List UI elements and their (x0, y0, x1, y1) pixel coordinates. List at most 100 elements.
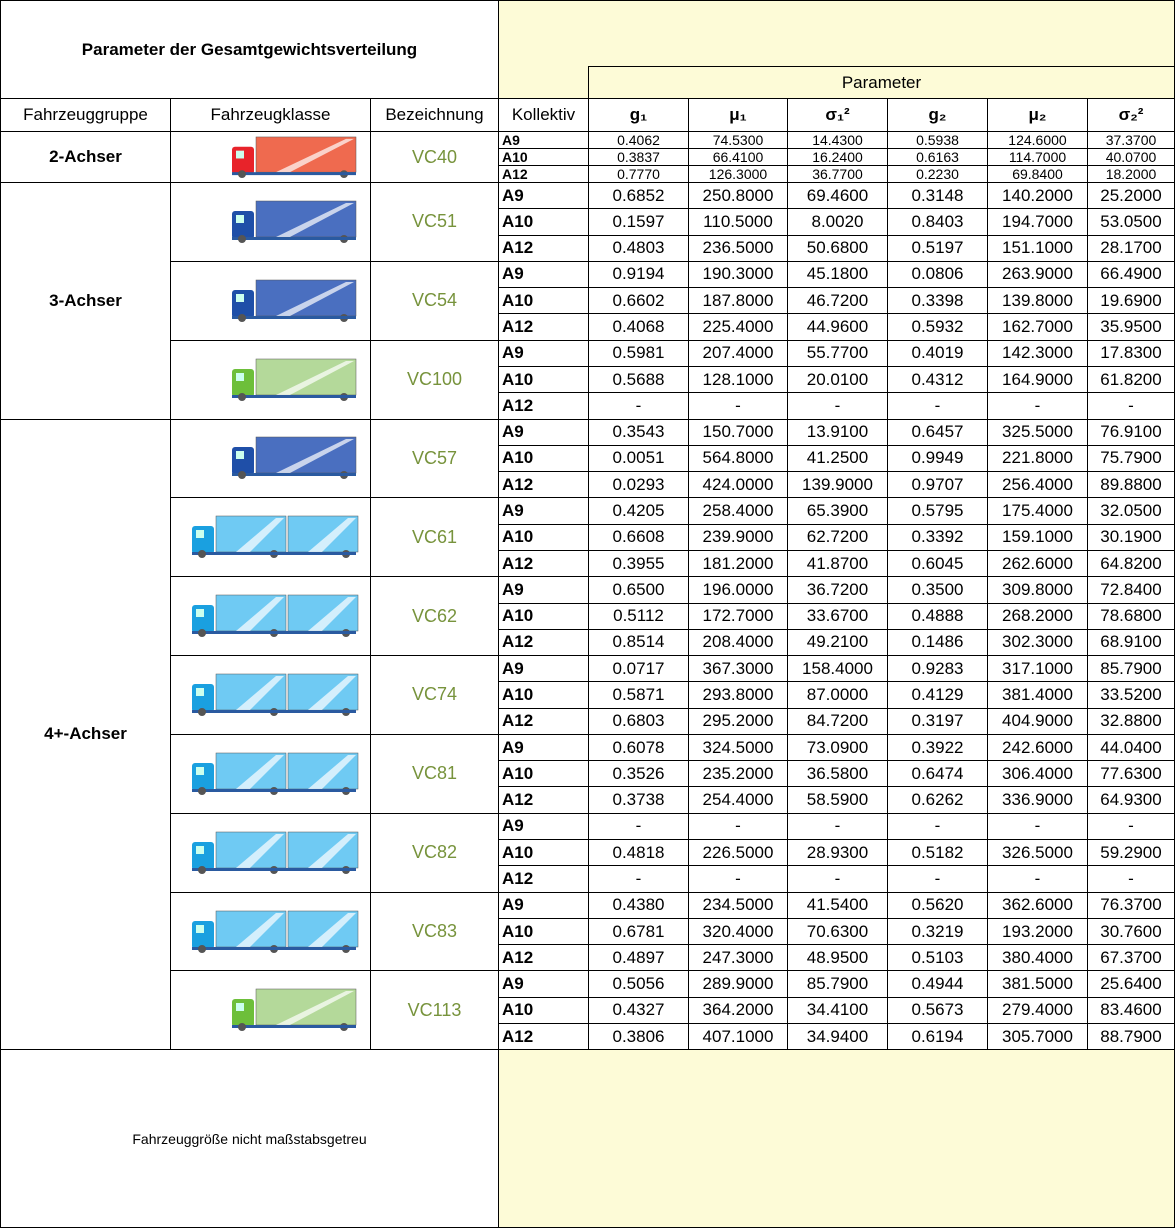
value: 0.5871 (588, 681, 689, 709)
value: - (588, 865, 689, 893)
truck-icon (192, 831, 359, 874)
column-header: Bezeichnung (370, 98, 499, 132)
kollektiv: A9 (498, 891, 589, 919)
kollektiv: A10 (498, 602, 589, 630)
kollektiv: A10 (498, 839, 589, 867)
kollektiv: A12 (498, 549, 589, 578)
kollektiv: A10 (498, 287, 589, 315)
value: 0.0051 (588, 444, 689, 473)
value: 41.5400 (787, 891, 888, 919)
designation: VC54 (370, 260, 499, 341)
vehicle-class-icon (170, 339, 371, 420)
vehicle-class-icon (170, 655, 371, 735)
value: - (688, 392, 788, 420)
truck-icon (192, 910, 359, 953)
value: 424.0000 (688, 471, 788, 499)
value: 128.1000 (688, 365, 788, 394)
value: 0.6194 (887, 1023, 988, 1051)
value: 0.5932 (887, 313, 988, 341)
value: 0.3526 (588, 760, 689, 788)
value: 181.2000 (688, 549, 788, 578)
value: 78.6800 (1087, 602, 1175, 630)
kollektiv: A9 (498, 970, 589, 998)
value: 20.0100 (787, 365, 888, 394)
value: 0.5103 (887, 944, 988, 972)
vehicle-group: 2-Achser (0, 131, 171, 183)
value: 0.5795 (887, 497, 988, 525)
kollektiv: A12 (498, 234, 589, 262)
value: 0.1597 (588, 208, 689, 236)
value: 0.6500 (588, 576, 689, 604)
value: 305.7000 (987, 1023, 1088, 1051)
kollektiv: A10 (498, 208, 589, 236)
column-header: Fahrzeugklasse (170, 98, 371, 132)
kollektiv: A9 (498, 655, 589, 683)
designation: VC100 (370, 339, 499, 420)
kollektiv: A12 (498, 786, 589, 814)
truck-icon (232, 200, 357, 243)
value: 72.8400 (1087, 576, 1175, 604)
value: 33.5200 (1087, 681, 1175, 709)
value: 320.4000 (688, 917, 788, 946)
value: 69.4600 (787, 182, 888, 210)
value: 225.4000 (688, 313, 788, 341)
kollektiv: A12 (498, 707, 589, 735)
value: 62.7200 (787, 523, 888, 551)
value: 0.3398 (887, 287, 988, 315)
value: 142.3000 (987, 339, 1088, 367)
value: 190.3000 (688, 260, 788, 289)
value: 0.5938 (887, 131, 988, 149)
value: - (688, 865, 788, 893)
value: 17.8300 (1087, 339, 1175, 367)
vehicle-class-icon (170, 418, 371, 499)
kollektiv: A12 (498, 313, 589, 341)
vehicle-class-icon (170, 182, 371, 262)
vehicle-class-icon (170, 970, 371, 1051)
value: 194.7000 (987, 208, 1088, 236)
value: 336.9000 (987, 786, 1088, 814)
designation: VC51 (370, 182, 499, 262)
column-header: σ₁² (787, 98, 888, 132)
value: 66.4900 (1087, 260, 1175, 289)
value: 85.7900 (787, 970, 888, 998)
value: 59.2900 (1087, 839, 1175, 867)
title: Parameter der Gesamtgewichtsverteilung (0, 0, 499, 99)
value: 68.9100 (1087, 628, 1175, 657)
value: 250.8000 (688, 182, 788, 210)
header-fill (498, 0, 1175, 99)
kollektiv: A12 (498, 628, 589, 657)
value: 67.3700 (1087, 944, 1175, 972)
value: 85.7900 (1087, 655, 1175, 683)
value: - (787, 812, 888, 841)
kollektiv: A12 (498, 944, 589, 972)
footnote: Fahrzeuggröße nicht maßstabsgetreu (0, 1049, 499, 1228)
designation: VC82 (370, 812, 499, 893)
value: 14.4300 (787, 131, 888, 149)
value: 25.6400 (1087, 970, 1175, 998)
value: 0.3500 (887, 576, 988, 604)
value: 66.4100 (688, 148, 788, 166)
value: 0.0806 (887, 260, 988, 289)
value: 0.5182 (887, 839, 988, 867)
kollektiv: A12 (498, 471, 589, 499)
value: 64.8200 (1087, 549, 1175, 578)
value: 0.6474 (887, 760, 988, 788)
value: 0.3738 (588, 786, 689, 814)
footer-fill (498, 1049, 1175, 1228)
value: 226.5000 (688, 839, 788, 867)
value: 381.4000 (987, 681, 1088, 709)
value: 0.4129 (887, 681, 988, 709)
value: 139.9000 (787, 471, 888, 499)
column-header: Kollektiv (498, 98, 589, 132)
designation: VC83 (370, 891, 499, 972)
designation: VC57 (370, 418, 499, 499)
designation: VC61 (370, 497, 499, 578)
kollektiv: A9 (498, 497, 589, 525)
value: 0.6608 (588, 523, 689, 551)
value: 44.9600 (787, 313, 888, 341)
value: 28.9300 (787, 839, 888, 867)
value: 295.2000 (688, 707, 788, 735)
value: 50.6800 (787, 234, 888, 262)
value: 0.9194 (588, 260, 689, 289)
truck-icon (192, 594, 359, 638)
